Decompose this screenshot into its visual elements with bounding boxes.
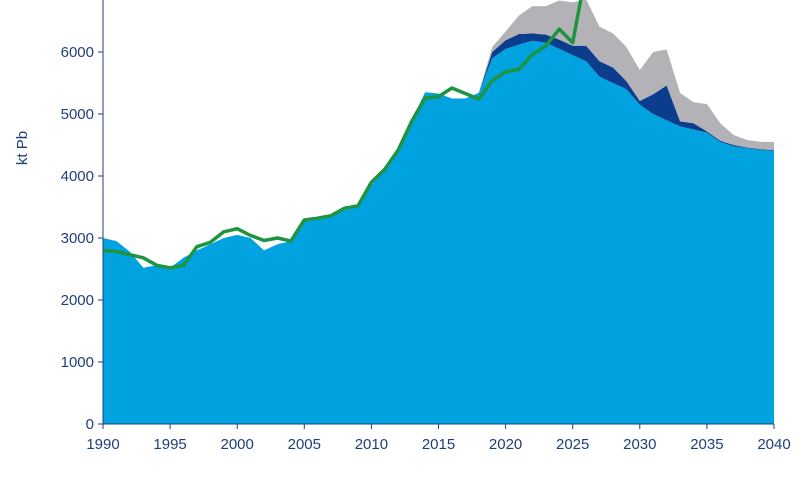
x-tick-label-2000: 2000	[221, 436, 254, 453]
axes-layer: 0100020003000400050006000700019901995200…	[61, 0, 791, 453]
y-tick-label-4000: 4000	[61, 168, 94, 185]
x-tick-label-1990: 1990	[86, 436, 119, 453]
x-tick-label-2010: 2010	[355, 436, 388, 453]
x-tick-label-2040: 2040	[757, 436, 790, 453]
y-tick-label-0: 0	[86, 416, 94, 433]
y-tick-label-3000: 3000	[61, 230, 94, 247]
area-series-0	[103, 40, 774, 425]
y-tick-label-1000: 1000	[61, 354, 94, 371]
x-tick-label-2015: 2015	[422, 436, 455, 453]
y-tick-label-5000: 5000	[61, 106, 94, 123]
x-tick-label-2030: 2030	[623, 436, 656, 453]
series-layer	[102, 0, 774, 425]
x-tick-label-2020: 2020	[489, 436, 522, 453]
x-tick-label-2025: 2025	[556, 436, 589, 453]
x-tick-label-2035: 2035	[690, 436, 723, 453]
x-tick-label-1995: 1995	[153, 436, 186, 453]
y-tick-label-6000: 6000	[61, 44, 94, 61]
y-axis-title: kt Pb	[14, 131, 31, 165]
line-series-3	[102, 0, 583, 270]
x-tick-label-2005: 2005	[288, 436, 321, 453]
y-tick-label-2000: 2000	[61, 292, 94, 309]
